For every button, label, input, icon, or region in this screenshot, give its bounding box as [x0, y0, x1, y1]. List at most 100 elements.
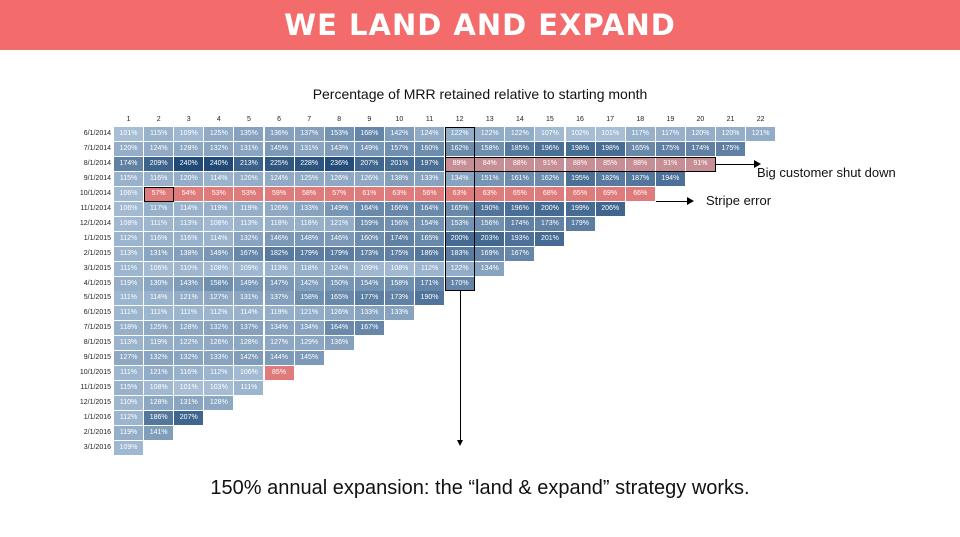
heatmap-cell: 186% [415, 246, 445, 261]
heatmap-cell: 103% [204, 381, 234, 396]
heatmap-cell: 109% [114, 440, 144, 455]
heatmap-cell: 146% [324, 231, 354, 246]
heatmap-cell: 207% [174, 411, 204, 426]
heatmap-cell: 134% [294, 321, 324, 336]
row-label: 12/1/2015 [79, 399, 111, 407]
heatmap-cell: 115% [114, 171, 144, 186]
heatmap-cell: 169% [475, 246, 505, 261]
heatmap-cell: 109% [234, 261, 264, 276]
heatmap-cell: 129% [294, 336, 324, 351]
heatmap-cell: 151% [475, 171, 505, 186]
heatmap-cell: 164% [354, 201, 384, 216]
heatmap-cell: 173% [535, 216, 565, 231]
heatmap-cell: 165% [324, 291, 354, 306]
heatmap-cell: 131% [234, 141, 264, 156]
heatmap-cell: 114% [174, 201, 204, 216]
column-header: 16 [576, 116, 584, 123]
heatmap-cell: 85% [595, 156, 625, 171]
heatmap-cell: 200% [535, 201, 565, 216]
heatmap-cell: 142% [234, 351, 264, 366]
heatmap-cell: 91% [535, 156, 565, 171]
heatmap-cell: 177% [354, 291, 384, 306]
heatmap-cell: 153% [445, 216, 475, 231]
heatmap-cell: 116% [144, 171, 174, 186]
heatmap-cell: 63% [445, 186, 475, 201]
heatmap-cell: 133% [294, 201, 324, 216]
heatmap-cell: 141% [144, 426, 174, 440]
annotation-big-customer: Big customer shut down [757, 165, 896, 181]
heatmap-cell: 198% [595, 141, 625, 156]
heatmap-cell: 165% [445, 201, 475, 216]
row-label: 9/1/2015 [83, 354, 111, 362]
heatmap-cell: 112% [415, 261, 445, 276]
heatmap-cell: 179% [565, 216, 595, 231]
heatmap-cell: 128% [174, 141, 204, 156]
column-header: 6 [277, 116, 281, 123]
heatmap-cell: 113% [114, 246, 144, 261]
heatmap-cell: 199% [565, 201, 595, 216]
heatmap-cell: 149% [204, 246, 234, 261]
heatmap-cell: 132% [204, 321, 234, 336]
heatmap-cell: 165% [625, 141, 655, 156]
heatmap-cell: 164% [415, 201, 445, 216]
heatmap-cell: 174% [685, 141, 715, 156]
heatmap-cell: 175% [716, 141, 746, 156]
heatmap-cell: 128% [234, 336, 264, 351]
heatmap-cell: 108% [384, 261, 414, 276]
heatmap-cell: 110% [114, 396, 144, 411]
heatmap-cell: 160% [415, 141, 445, 156]
heatmap-cell: 118% [114, 321, 144, 336]
heatmap-cell: 145% [294, 351, 324, 366]
row-label: 8/1/2014 [83, 159, 111, 167]
heatmap-cell: 185% [505, 141, 535, 156]
column-header: 14 [515, 116, 524, 123]
heatmap-cell: 132% [144, 351, 174, 366]
heatmap-cell: 154% [415, 216, 445, 231]
heatmap-cell: 132% [234, 231, 264, 246]
heatmap-cell: 159% [354, 216, 384, 231]
heatmap-cell: 203% [475, 231, 505, 246]
heatmap-cell: 183% [445, 246, 475, 261]
heatmap-cell: 69% [595, 186, 625, 201]
row-label: 11/1/2015 [80, 384, 111, 392]
heatmap-cell: 119% [114, 426, 144, 440]
heatmap-cell: 149% [234, 276, 264, 291]
heatmap-cell: 143% [174, 276, 204, 291]
heatmap-cell: 142% [384, 127, 414, 141]
row-label: 2/1/2015 [83, 249, 111, 257]
heatmap-cell: 113% [174, 216, 204, 231]
chart-title: Percentage of MRR retained relative to s… [312, 86, 648, 102]
heatmap-cell: 131% [174, 396, 204, 411]
heatmap-cell: 133% [354, 306, 384, 321]
heatmap-cell: 131% [144, 246, 174, 261]
heatmap-cell: 120% [174, 171, 204, 186]
heatmap-cell: 120% [234, 171, 264, 186]
heatmap-cell: 134% [445, 171, 475, 186]
heatmap-cell: 126% [354, 171, 384, 186]
heatmap-cell: 236% [324, 156, 354, 171]
column-header: 1 [126, 116, 131, 123]
heatmap-cell: 137% [294, 127, 324, 141]
row-label: 10/1/2014 [79, 189, 111, 197]
heatmap-cell: 89% [445, 156, 475, 171]
heatmap-cell: 111% [144, 306, 174, 321]
heatmap-cell: 149% [324, 201, 354, 216]
heatmap-cell: 115% [144, 127, 174, 141]
slide-footer: 150% annual expansion: the “land & expan… [210, 477, 750, 499]
row-label: 10/1/2015 [79, 369, 111, 377]
heatmap-cell: 127% [264, 336, 294, 351]
column-header: 11 [425, 116, 434, 123]
heatmap-cell: 58% [294, 186, 324, 201]
column-header: 4 [216, 116, 221, 123]
heatmap-cell: 63% [384, 186, 414, 201]
heatmap-cell: 65% [565, 186, 595, 201]
heatmap-cell: 57% [144, 186, 174, 201]
heatmap-cell: 111% [114, 261, 144, 276]
heatmap-cell: 88% [505, 156, 535, 171]
stripe-error-arrow-head [686, 196, 694, 205]
heatmap-cell: 68% [535, 186, 565, 201]
heatmap-cell: 133% [204, 351, 234, 366]
heatmap-cell: 144% [264, 351, 294, 366]
big-customer-arrow-head [754, 160, 761, 169]
